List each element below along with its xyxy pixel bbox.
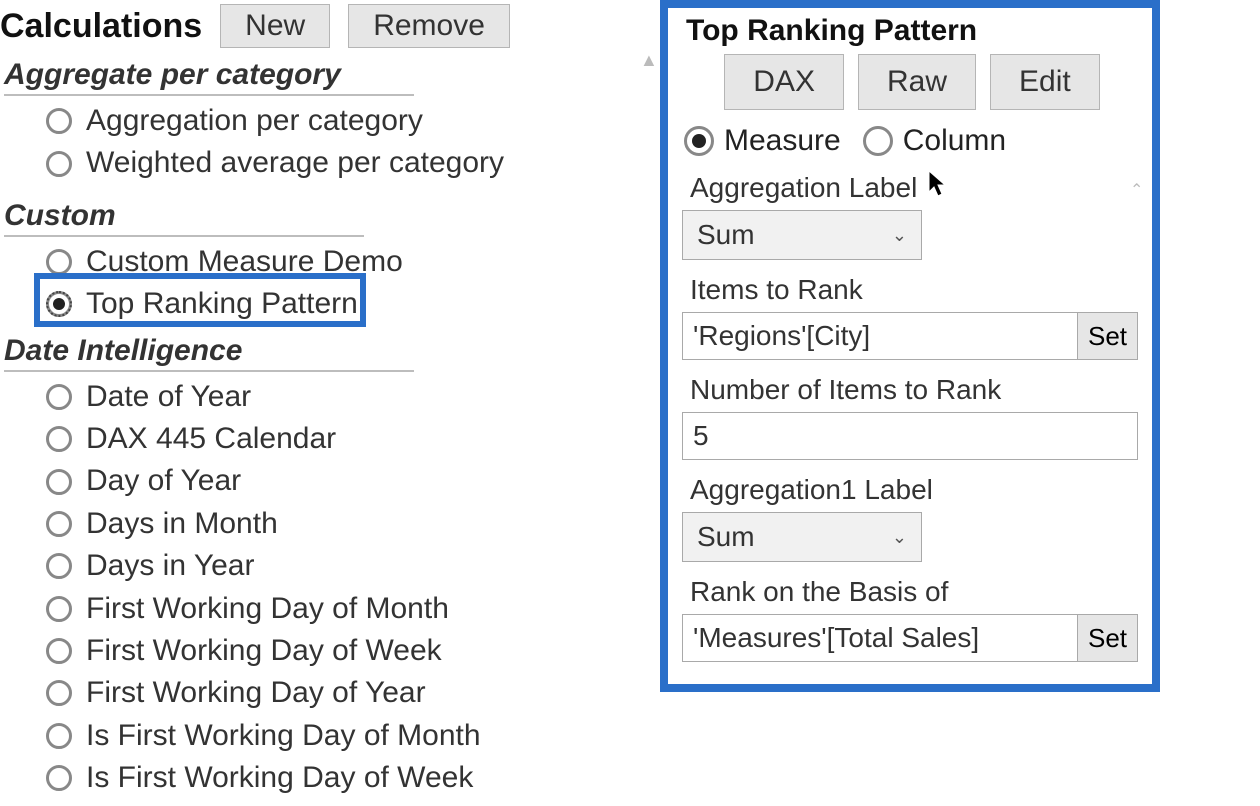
option-is-first-wd-year[interactable]: Is First Working Day of Year [0, 799, 642, 806]
select-value: Sum [697, 219, 755, 251]
items-to-rank-input[interactable] [682, 312, 1078, 360]
type-radio-measure[interactable]: Measure [684, 124, 841, 158]
radio-icon [46, 249, 72, 275]
aggregation1-select[interactable]: Sum ⌄ [682, 512, 922, 562]
number-items-label: Number of Items to Rank [690, 374, 1138, 406]
option-label: Is First Working Day of Year [86, 801, 457, 806]
radio-icon [46, 384, 72, 410]
option-label: Top Ranking Pattern [86, 285, 358, 323]
option-date-of-year[interactable]: Date of Year [0, 376, 642, 418]
option-first-wd-year[interactable]: First Working Day of Year [0, 672, 642, 714]
option-is-first-wd-week[interactable]: Is First Working Day of Week [0, 757, 642, 799]
underline [4, 235, 364, 237]
option-label: Custom Measure Demo [86, 243, 403, 281]
rank-basis-set-button[interactable]: Set [1078, 614, 1138, 662]
new-button[interactable]: New [220, 4, 330, 48]
option-first-wd-month[interactable]: First Working Day of Month [0, 588, 642, 630]
radio-label: Column [903, 124, 1006, 158]
radio-icon [863, 126, 893, 156]
radio-label: Measure [724, 124, 841, 158]
number-items-input[interactable] [682, 412, 1138, 460]
radio-icon [46, 596, 72, 622]
pattern-title: Top Ranking Pattern [686, 14, 1142, 48]
option-label: DAX 445 Calendar [86, 420, 336, 458]
radio-icon [46, 511, 72, 537]
underline [4, 370, 414, 372]
option-label: First Working Day of Year [86, 674, 426, 712]
option-is-first-wd-month[interactable]: Is First Working Day of Month [0, 715, 642, 757]
option-label: First Working Day of Month [86, 590, 449, 628]
group-title-aggregate: Aggregate per category [4, 58, 642, 96]
radio-icon [46, 680, 72, 706]
aggregation-label-label: Aggregation Label [690, 172, 1138, 204]
radio-icon [46, 291, 72, 317]
scroll-up-icon: ▲ [640, 50, 658, 90]
option-label: Date of Year [86, 378, 251, 416]
edit-button[interactable]: Edit [990, 54, 1100, 110]
option-label: Aggregation per category [86, 102, 423, 140]
option-label: Days in Month [86, 505, 278, 543]
select-value: Sum [697, 521, 755, 553]
dax-button[interactable]: DAX [724, 54, 844, 110]
option-label: Is First Working Day of Week [86, 759, 473, 797]
radio-icon [46, 723, 72, 749]
option-label: Day of Year [86, 462, 241, 500]
option-days-in-year[interactable]: Days in Year [0, 545, 642, 587]
chevron-down-icon: ⌄ [892, 225, 907, 246]
radio-icon [46, 553, 72, 579]
chevron-down-icon: ⌄ [892, 527, 907, 548]
option-label: Days in Year [86, 547, 254, 585]
rank-basis-label: Rank on the Basis of [690, 576, 1138, 608]
calculations-panel: Calculations New Remove Aggregate per ca… [0, 0, 650, 806]
option-label: First Working Day of Week [86, 632, 442, 670]
option-top-ranking-pattern[interactable]: Top Ranking Pattern [0, 283, 642, 325]
items-to-rank-label: Items to Rank [690, 274, 1138, 306]
radio-icon [46, 638, 72, 664]
group-title-custom: Custom [4, 199, 642, 237]
option-custom-measure-demo[interactable]: Custom Measure Demo [0, 241, 642, 283]
remove-button[interactable]: Remove [348, 4, 510, 48]
option-day-of-year[interactable]: Day of Year [0, 460, 642, 502]
option-weighted-average[interactable]: Weighted average per category [0, 142, 642, 184]
aggregation-select[interactable]: Sum ⌄ [682, 210, 922, 260]
raw-button[interactable]: Raw [858, 54, 976, 110]
group-title-date-intelligence: Date Intelligence [4, 334, 642, 372]
type-radio-column[interactable]: Column [863, 124, 1006, 158]
option-days-in-month[interactable]: Days in Month [0, 503, 642, 545]
radio-icon [46, 108, 72, 134]
option-first-wd-week[interactable]: First Working Day of Week [0, 630, 642, 672]
radio-icon [46, 765, 72, 791]
option-label: Is First Working Day of Month [86, 717, 481, 755]
rank-basis-input[interactable] [682, 614, 1078, 662]
radio-icon [46, 469, 72, 495]
option-aggregation-per-category[interactable]: Aggregation per category [0, 100, 642, 142]
items-to-rank-set-button[interactable]: Set [1078, 312, 1138, 360]
aggregation1-label-label: Aggregation1 Label [690, 474, 1138, 506]
radio-icon [46, 151, 72, 177]
calculations-title: Calculations [0, 7, 202, 46]
pattern-editor-panel: Top Ranking Pattern DAX Raw Edit Measure… [660, 0, 1160, 692]
radio-icon [46, 426, 72, 452]
underline [4, 94, 414, 96]
radio-icon [684, 126, 714, 156]
cursor-icon [928, 170, 950, 198]
option-dax-445-calendar[interactable]: DAX 445 Calendar [0, 418, 642, 460]
option-label: Weighted average per category [86, 144, 504, 182]
